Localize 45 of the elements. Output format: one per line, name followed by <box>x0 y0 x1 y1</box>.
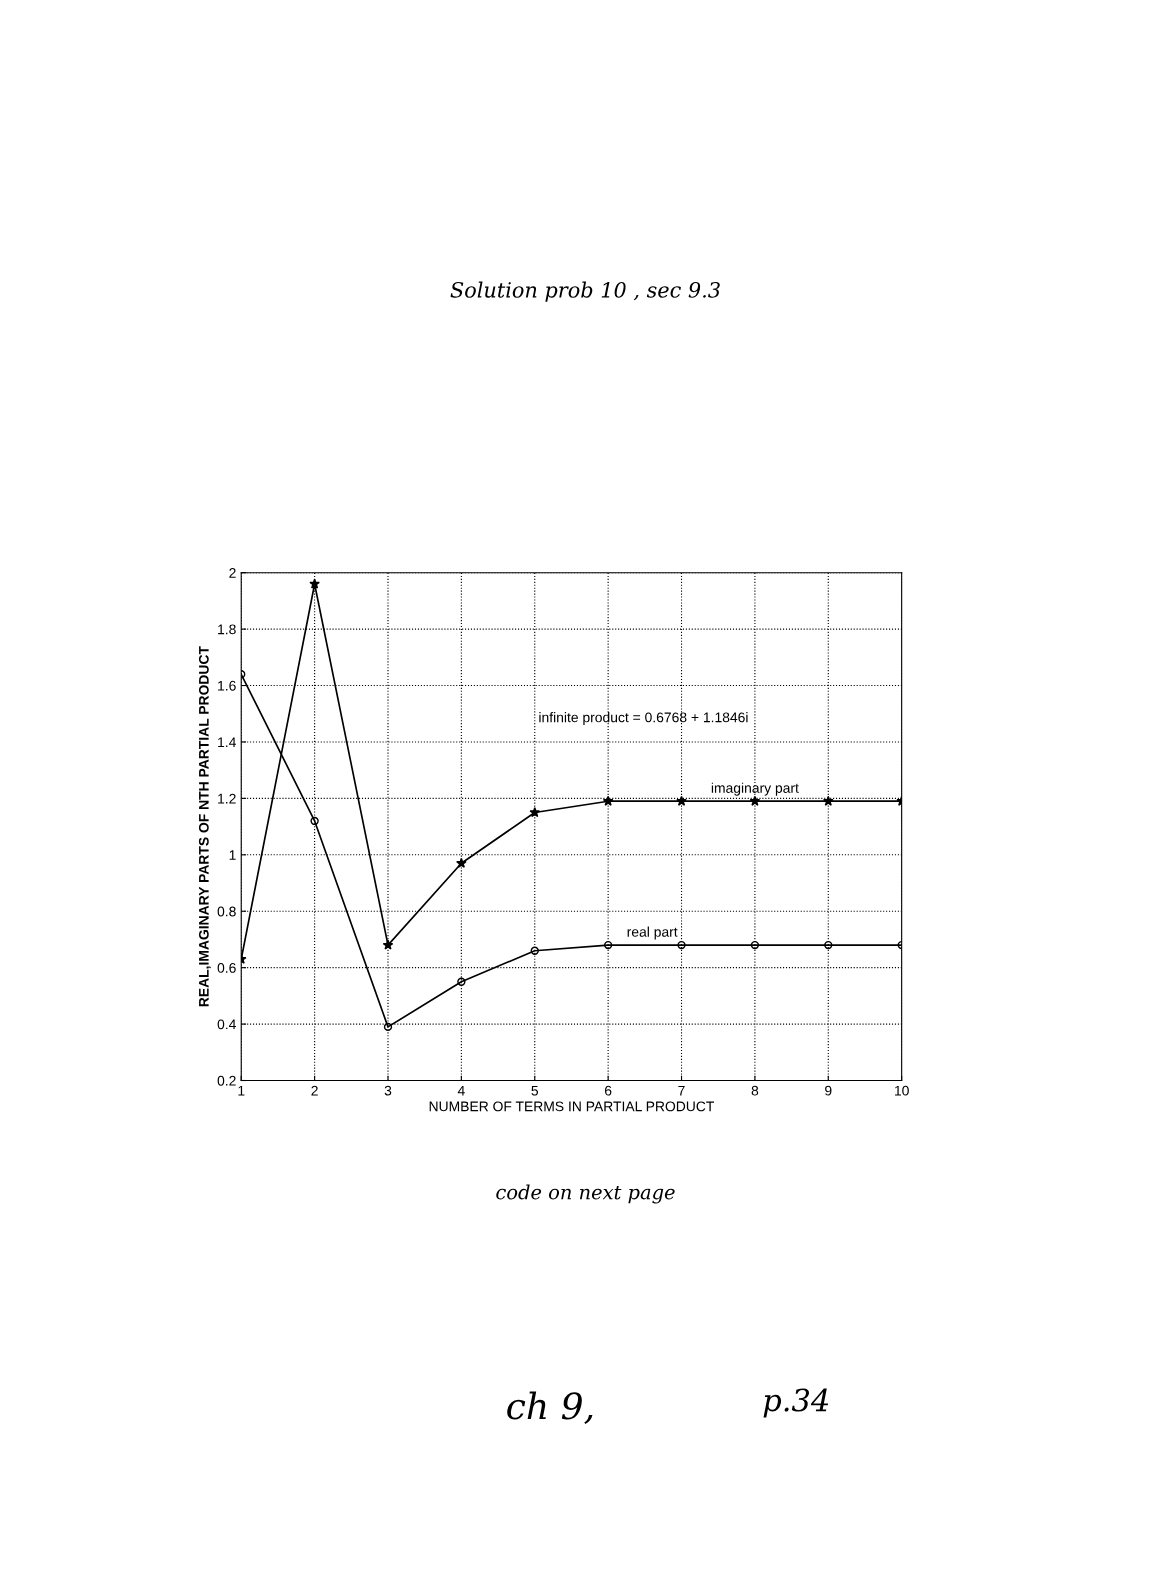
x-tick-label: 10 <box>895 1085 909 1096</box>
x-tick-label: 2 <box>311 1085 318 1096</box>
point <box>529 806 541 818</box>
point <box>750 940 760 950</box>
x-tick-label: 4 <box>457 1085 465 1096</box>
x-tick-label: 3 <box>384 1085 392 1096</box>
point <box>383 1022 393 1032</box>
x-tick-label: 8 <box>751 1085 759 1096</box>
x-tick-label: 6 <box>604 1085 612 1096</box>
x-tick-label: 7 <box>678 1085 685 1096</box>
annotation: imaginary part <box>711 782 799 796</box>
y-tick-label: 0.2 <box>217 1075 236 1086</box>
point <box>456 857 467 868</box>
x-tick-label: 5 <box>531 1085 539 1096</box>
y-axis-title: REAL,IMAGINARY PARTS OF NTH PARTIAL PRODUCT <box>198 646 211 1007</box>
text: ch 9, <box>507 1391 593 1424</box>
point <box>310 816 319 826</box>
y-tick-label: 1.8 <box>218 624 236 635</box>
annotation: real part <box>627 926 678 940</box>
y-tick-label: 1.2 <box>218 793 236 804</box>
text: code on next page <box>496 1184 675 1204</box>
text: p.34 <box>763 1388 829 1418</box>
point <box>602 795 614 806</box>
point <box>309 578 320 589</box>
y-tick-label: 0.4 <box>217 1019 236 1030</box>
point <box>457 977 466 986</box>
x-axis-title: NUMBER OF TERMS IN PARTIAL PRODUCT <box>429 1101 715 1112</box>
chart-title: Solution prob 10 , sec 9.3 <box>450 281 720 302</box>
point <box>676 795 687 806</box>
y-tick-label: 0.8 <box>217 906 236 917</box>
point <box>824 940 833 950</box>
x-tick-label: 1 <box>238 1085 245 1096</box>
y-tick-label: 1 <box>229 850 236 860</box>
y-tick-label: 0.6 <box>217 962 236 973</box>
point <box>677 940 686 950</box>
point <box>749 795 761 806</box>
x-tick-label: 9 <box>825 1085 832 1096</box>
annotation: infinite product = 0.6768 + 1.1846i <box>539 712 748 726</box>
y-tick-label: 1.6 <box>218 680 236 691</box>
point <box>822 795 834 806</box>
point <box>603 940 613 950</box>
y-tick-label: 1.4 <box>218 737 236 747</box>
y-tick-label: 2 <box>229 568 236 578</box>
point <box>382 939 394 950</box>
point <box>530 946 539 955</box>
